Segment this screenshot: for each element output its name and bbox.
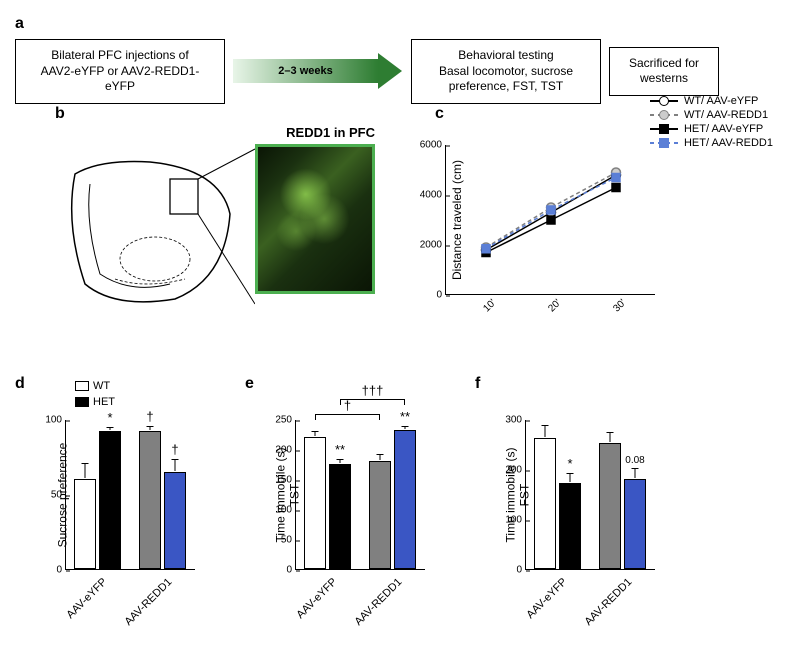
plot-area: 050100*††AAV-eYFPAAV-REDD1: [65, 420, 195, 570]
bar-chart-d: dWTHETSucrose preference050100*††AAV-eYF…: [15, 375, 215, 570]
legend-item: HET/ AAV-REDD1: [650, 137, 773, 149]
bar: 0.08: [624, 479, 646, 569]
plot-area: 0100200300*0.08AAV-eYFPAAV-REDD1: [525, 420, 655, 570]
bar: [534, 438, 556, 569]
fluorescence-image: [255, 144, 375, 294]
bar: [369, 461, 391, 569]
panel-d-label: d: [15, 375, 25, 393]
line-chart-legend: WT/ AAV-eYFP WT/ AAV-REDD1 HET/ AAV-eYFP HE…: [650, 95, 773, 151]
legend-item: WT/ AAV-eYFP: [650, 95, 773, 107]
arrow-icon: 2–3 weeks: [233, 55, 403, 87]
bar-chart-e: eTime immobile (s)TST050100150200250****…: [245, 375, 445, 570]
panel-c: Distance traveled (cm) 020004000600010'2…: [445, 145, 655, 295]
legend-item: WT/ AAV-REDD1: [650, 109, 773, 121]
panel-b-label: b: [55, 105, 65, 123]
box-sacrificed: Sacrificed for westerns: [609, 47, 719, 96]
panel-b: REDD1 in PFC: [55, 125, 395, 314]
plot-area: 050100150200250****††††AAV-eYFPAAV-REDD1: [295, 420, 425, 570]
bar: *: [559, 483, 581, 569]
figure-root: a Bilateral PFC injections of AAV2-eYFP …: [15, 15, 783, 104]
panel-c-label: c: [435, 105, 444, 123]
bar-chart-f: fTime immobile (s)FST0100200300*0.08AAV-…: [475, 375, 675, 570]
panel-a-label: a: [15, 15, 783, 33]
bar: **: [329, 464, 351, 569]
panel-e-label: e: [245, 375, 254, 393]
line-plot: 020004000600010'20'30': [445, 145, 655, 295]
bar: *: [99, 431, 121, 569]
bar: [74, 479, 96, 569]
bar: [304, 437, 326, 569]
bar: †: [164, 472, 186, 570]
panel-b-title: REDD1 in PFC: [55, 125, 375, 140]
panel-f-label: f: [475, 375, 480, 393]
box-injections: Bilateral PFC injections of AAV2-eYFP or…: [15, 39, 225, 104]
bar: **: [394, 430, 416, 569]
bar-legend: WTHET: [75, 380, 115, 408]
box-behavioral: Behavioral testing Basal locomotor, sucr…: [411, 39, 601, 104]
legend-item: HET/ AAV-eYFP: [650, 123, 773, 135]
bar-charts-row: dWTHETSucrose preference050100*††AAV-eYF…: [15, 375, 675, 570]
bar: [599, 443, 621, 569]
bar: †: [139, 431, 161, 569]
brain-section-icon: [55, 144, 255, 314]
